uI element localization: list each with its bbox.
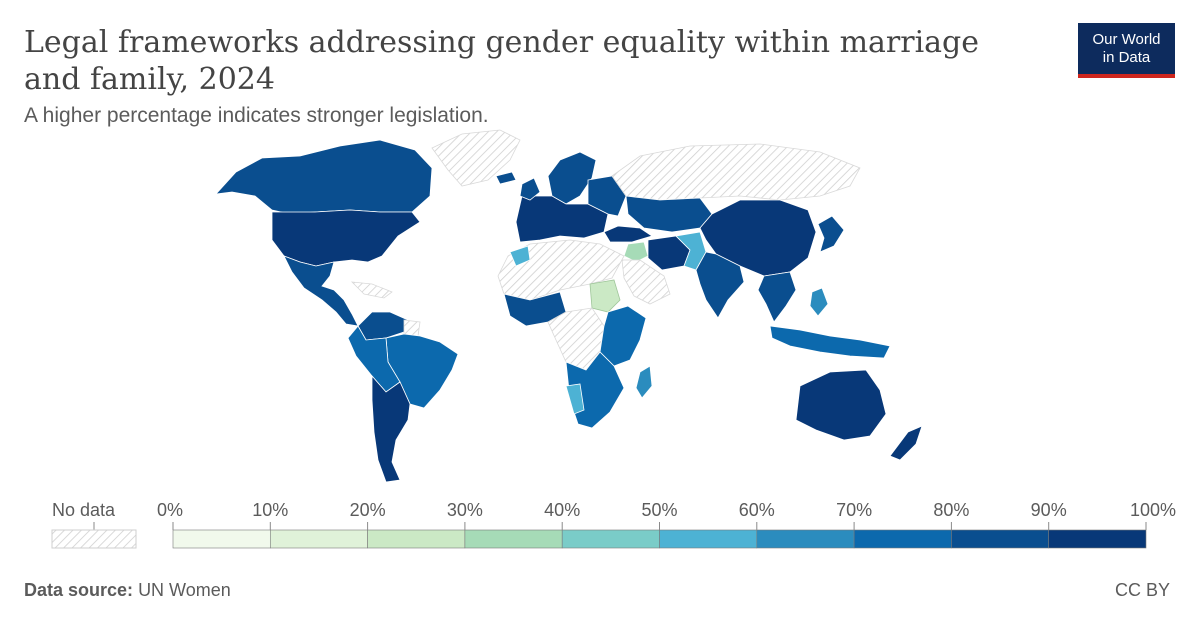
region-southeast-asia[interactable] xyxy=(757,271,797,323)
region-usa[interactable] xyxy=(271,209,421,267)
legend-bin[interactable] xyxy=(853,529,952,549)
region-guianas[interactable] xyxy=(403,319,421,337)
legend-tick-label: 80% xyxy=(933,500,969,520)
legend-color-scale xyxy=(172,529,1147,549)
legend-bin[interactable] xyxy=(756,529,855,549)
legend-tick-label: 90% xyxy=(1031,500,1067,520)
legend-bin[interactable] xyxy=(659,529,758,549)
region-east-africa[interactable] xyxy=(599,305,647,367)
chart-title: Legal frameworks addressing gender equal… xyxy=(24,25,980,97)
legend-bin[interactable] xyxy=(1048,529,1147,549)
region-iraq[interactable] xyxy=(623,241,649,263)
region-turkey[interactable] xyxy=(603,225,653,243)
legend-bin[interactable] xyxy=(951,529,1050,549)
source-label: Data source: xyxy=(24,580,134,600)
legend-tick-label: 70% xyxy=(836,500,872,520)
region-arabia[interactable] xyxy=(621,259,671,305)
license-label[interactable]: CC BY xyxy=(1114,580,1170,600)
region-iceland[interactable] xyxy=(495,171,517,185)
legend-bin[interactable] xyxy=(464,529,563,549)
logo-line-1: Our World xyxy=(1092,31,1161,48)
region-argentina-chile[interactable] xyxy=(371,374,411,483)
region-japan-korea[interactable] xyxy=(817,215,845,253)
legend-tick-label: 30% xyxy=(447,500,483,520)
legend-bin[interactable] xyxy=(269,529,368,549)
region-western-europe[interactable] xyxy=(515,195,609,243)
legend-bin[interactable] xyxy=(561,529,660,549)
region-madagascar[interactable] xyxy=(635,365,653,399)
region-namibia[interactable] xyxy=(565,383,585,415)
chart-subtitle: A higher percentage indicates stronger l… xyxy=(24,104,489,127)
region-scandinavia[interactable] xyxy=(547,151,597,205)
region-central-asia[interactable] xyxy=(625,195,713,233)
legend-ticks: 0% 10% 20% 30% 40% 50% 60% 70% 80% 90% 100% xyxy=(157,500,1176,530)
owid-logo[interactable]: Our World in Data xyxy=(1078,23,1175,78)
region-philippines[interactable] xyxy=(809,287,829,317)
region-australia[interactable] xyxy=(795,369,887,441)
region-caribbean[interactable] xyxy=(350,281,393,299)
region-indonesia[interactable] xyxy=(769,325,891,359)
region-greenland[interactable] xyxy=(431,129,521,187)
legend-tick-label: 10% xyxy=(252,500,288,520)
legend-tick-label: 60% xyxy=(739,500,775,520)
region-morocco[interactable] xyxy=(509,245,531,267)
legend-tick-label: 0% xyxy=(157,500,183,520)
legend-tick-label: 50% xyxy=(641,500,677,520)
region-mexico-central-america[interactable] xyxy=(283,255,359,327)
region-new-zealand[interactable] xyxy=(889,425,923,461)
legend-tick-label: 20% xyxy=(350,500,386,520)
legend-no-data-swatch xyxy=(51,529,137,549)
region-india[interactable] xyxy=(695,251,745,319)
legend-no-data-label: No data xyxy=(52,500,116,520)
source-value[interactable]: UN Women xyxy=(138,580,231,600)
legend-tick-label: 100% xyxy=(1130,500,1176,520)
legend-bin[interactable] xyxy=(367,529,466,549)
region-russia[interactable] xyxy=(611,143,861,201)
logo-line-2: in Data xyxy=(1102,49,1151,66)
region-sudan[interactable] xyxy=(589,279,621,313)
region-uk-ireland[interactable] xyxy=(519,177,541,201)
legend-bin[interactable] xyxy=(172,529,271,549)
data-source: Data source: UN Women xyxy=(24,580,231,601)
region-canada[interactable] xyxy=(214,139,433,215)
legend-tick-label: 40% xyxy=(544,500,580,520)
